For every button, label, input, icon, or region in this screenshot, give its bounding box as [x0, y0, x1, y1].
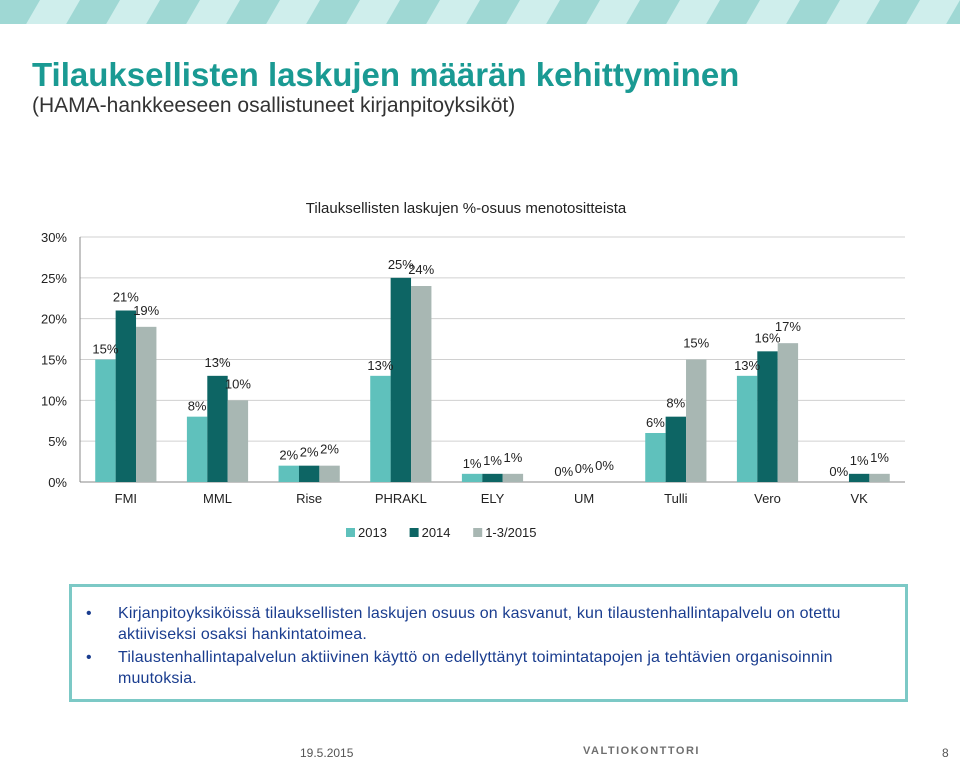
data-label: 2% [279, 448, 298, 463]
x-category-label: Rise [296, 491, 322, 506]
data-label: 1% [504, 450, 523, 465]
bar [645, 433, 666, 482]
decor-pattern [0, 0, 960, 24]
slide-subtitle: (HAMA-hankkeeseen osallistuneet kirjanpi… [32, 94, 516, 117]
data-label: 24% [408, 262, 434, 277]
data-label: 0% [595, 458, 614, 473]
data-label: 0% [829, 464, 848, 479]
data-label: 17% [775, 319, 801, 334]
bar [665, 416, 687, 482]
legend-swatch [409, 528, 419, 537]
bars [95, 277, 890, 482]
summary-textbox: • Kirjanpitoyksiköissä tilauksellisten l… [69, 584, 908, 702]
footer-logo: VALTIOKONTTORI [583, 745, 700, 757]
data-label: 1% [870, 450, 889, 465]
top-decor-band [0, 0, 960, 24]
x-category-label: Tulli [664, 491, 687, 506]
bar [319, 465, 340, 482]
y-tick-label: 25% [41, 271, 67, 286]
page-number: 8 [942, 746, 949, 760]
bullet-list: • Kirjanpitoyksiköissä tilauksellisten l… [72, 587, 905, 689]
legend-swatch [473, 528, 483, 537]
data-label: 16% [754, 330, 780, 345]
y-tick-label: 30% [41, 230, 67, 245]
bullet-item: • Kirjanpitoyksiköissä tilauksellisten l… [84, 603, 893, 645]
footer-date: 19.5.2015 [300, 746, 354, 760]
data-label: 1% [483, 453, 502, 468]
y-tick-label: 0% [48, 475, 67, 490]
y-tick-label: 10% [41, 393, 67, 408]
bar [869, 473, 890, 482]
data-label: 8% [188, 399, 207, 414]
bar [95, 359, 116, 482]
bar [848, 473, 870, 482]
bullet-text: Kirjanpitoyksiköissä tilauksellisten las… [118, 605, 841, 643]
data-label: 2% [300, 445, 319, 460]
bar [411, 286, 432, 482]
x-category-label: UM [574, 491, 594, 506]
x-category-label: VK [850, 491, 868, 506]
legend-label: 1-3/2015 [485, 525, 536, 540]
bullet-item: • Tilaustenhallintapalvelun aktiivinen k… [84, 647, 893, 689]
legend-label: 2013 [358, 525, 387, 540]
data-label: 6% [646, 415, 665, 430]
bar [186, 416, 208, 482]
data-label: 13% [367, 358, 393, 373]
bar [227, 400, 249, 482]
bullet-text: Tilaustenhallintapalvelun aktiivinen käy… [118, 649, 833, 687]
x-category-label: MML [203, 491, 232, 506]
bar [502, 473, 524, 482]
data-label: 0% [554, 464, 573, 479]
data-label: 13% [734, 358, 760, 373]
bar [278, 465, 299, 482]
data-label: 1% [463, 456, 482, 471]
data-labels: 15%21%19%8%13%10%2% 2% 2%13%25%24%1% 1% 1%0%… [92, 257, 889, 479]
y-tick-label: 15% [41, 353, 67, 368]
bar [390, 277, 412, 482]
data-label: 1% [850, 453, 869, 468]
data-label: 2% [320, 442, 339, 457]
legend-label: 2014 [422, 525, 451, 540]
legend-swatch [346, 528, 355, 537]
bar [298, 465, 320, 482]
bar [115, 310, 137, 482]
x-axis: FMI MML Rise PHRAKL ELY UM Tulli Vero VK [115, 491, 869, 506]
x-category-label: ELY [481, 491, 505, 506]
y-axis: 0% 5% 10% 15% 20% 25% 30% [41, 230, 81, 490]
x-category-label: PHRAKL [375, 491, 427, 506]
bar [482, 473, 503, 482]
bar [136, 326, 157, 482]
data-label: 0% [575, 461, 594, 476]
data-label: 21% [113, 290, 139, 305]
data-label: 15% [683, 336, 709, 351]
bar [207, 375, 228, 482]
bar [757, 351, 778, 482]
slide-title: Tilauksellisten laskujen määrän kehittym… [32, 56, 740, 93]
data-label: 10% [225, 376, 251, 391]
bullet-icon: • [86, 649, 92, 666]
bar [686, 359, 707, 482]
data-label: 25% [388, 257, 414, 272]
y-tick-label: 5% [48, 434, 67, 449]
data-label: 8% [666, 396, 685, 411]
bar [777, 343, 799, 482]
bar [370, 375, 391, 482]
bullet-icon: • [86, 605, 92, 622]
legend: 2013 2014 1-3/2015 [346, 525, 537, 540]
data-label: 19% [133, 303, 159, 318]
bar-chart: Tilauksellisten laskujen %-osuus menotos… [41, 200, 905, 540]
data-label: 13% [204, 355, 230, 370]
data-label: 15% [92, 342, 118, 357]
bar [461, 473, 483, 482]
bar [736, 375, 758, 482]
x-category-label: FMI [115, 491, 137, 506]
chart-title: Tilauksellisten laskujen %-osuus menotos… [306, 200, 627, 217]
x-category-label: Vero [754, 491, 781, 506]
y-tick-label: 20% [41, 312, 67, 327]
